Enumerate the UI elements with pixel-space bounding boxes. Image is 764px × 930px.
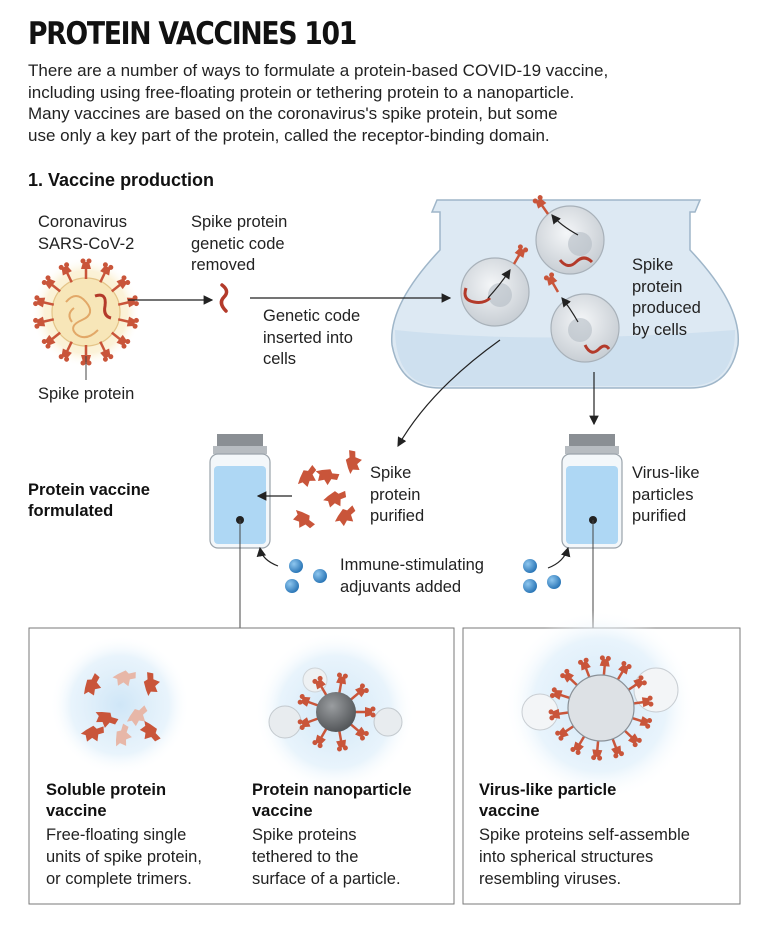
intro-line: including using free-floating protein or… [28,82,575,102]
label-line: by cells [632,320,688,339]
virus-label-line: SARS-CoV-2 [38,234,135,253]
panel-title-line: Soluble protein [46,781,167,799]
panel-description-line: or complete trimers. [46,870,192,888]
panel-description: Free-floating single units of spike prot… [46,824,246,890]
adjuvants-label: Immune-stimulating adjuvants added [340,555,484,598]
label-line: removed [191,256,256,274]
label-line: cells [263,350,297,368]
soluble-protein-illustration [50,635,190,775]
label-line: Spike [370,464,412,482]
label-line: inserted into [263,328,353,347]
panel-description-line: Spike proteins self-assemble [479,826,690,844]
genetic-code-inserted-label: Genetic code inserted into cells [263,306,360,371]
label-line: Genetic code [263,307,361,325]
panel-description-line: into spherical structures [479,848,654,866]
panel-title: Protein nanoparticle vaccine [252,780,452,822]
label-line: purified [370,507,425,525]
panel-description-line: Spike proteins [252,826,357,844]
adjuvants-left [285,559,327,593]
panel-description-line: Free-floating single [46,826,187,844]
spike-protein-label: Spike protein [38,385,135,403]
label-line: purified [632,507,687,525]
arrow-adjuvant-right [547,546,571,569]
culture-flask [390,199,740,389]
panel-description-line: tethered to the [252,848,359,866]
cell-2 [460,242,531,327]
virus-label-line: Coronavirus [38,213,127,231]
adjuvants-right [523,559,561,593]
label-line: Spike [632,256,674,274]
vial-vlp [561,434,623,628]
purified-spike-proteins [290,448,367,533]
label-line: Virus-like [632,464,700,482]
intro-line: use only a key part of the protein, call… [28,125,550,145]
spike-purified-label: Spike protein purified [370,463,424,528]
arrow-flask-to-spike [397,339,501,448]
cell-1 [530,192,605,275]
rna-fragment [219,283,229,313]
panel-description-line: surface of a particle. [252,870,401,888]
virus-label: Coronavirus SARS-CoV-2 [38,212,134,255]
arrow-adjuvant-left [256,546,279,567]
vial-protein-vaccine [209,434,271,628]
intro-text: There are a number of ways to formulate … [28,60,748,146]
intro-line: There are a number of ways to formulate … [28,61,609,80]
cell-3 [541,270,620,363]
panel-title: Soluble protein vaccine [46,780,246,822]
panel-vlp: Virus-like particle vaccine Spike protei… [479,780,734,890]
panel-description-line: resembling viruses. [479,870,622,888]
label-line: formulated [28,502,114,520]
panel-title-line: Protein nanoparticle [252,781,412,799]
genetic-code-removed-label: Spike protein genetic code removed [191,212,287,277]
panel-soluble-protein: Soluble protein vaccine Free-floating si… [46,780,246,890]
vlp-illustration [505,610,695,800]
panel-description: Spike proteins self-assemble into spheri… [479,824,734,890]
label-line: Protein vaccine [28,481,150,499]
label-line: produced [632,299,701,317]
intro-line: Many vaccines are based on the coronavir… [28,104,558,123]
panel-title-line: vaccine [46,802,107,820]
panel-title-line: vaccine [252,802,313,820]
protein-vaccine-formulated-label: Protein vaccine formulated [28,480,150,522]
vlp-purified-label: Virus-like particles purified [632,463,700,528]
label-line: protein [632,277,683,296]
panel-description: Spike proteins tethered to the surface o… [252,824,452,890]
panel-protein-box [28,627,455,905]
label-line: particles [632,485,694,504]
page-title: PROTEIN VACCINES 101 [28,16,357,52]
spike-produced-label: Spike protein produced by cells [632,255,701,341]
panel-title-line: vaccine [479,802,540,820]
panel-description-line: units of spike protein, [46,848,202,866]
coronavirus-illustration [31,257,141,367]
label-line: genetic code [191,234,285,253]
label-line: Spike protein [191,213,288,231]
section-title: 1. Vaccine production [28,170,215,190]
label-line: adjuvants added [340,577,462,596]
nanoparticle-illustration [255,632,415,792]
panel-title: Virus-like particle vaccine [479,780,734,822]
panel-title-line: Virus-like particle [479,781,617,799]
label-line: protein [370,485,421,504]
panel-nanoparticle: Protein nanoparticle vaccine Spike prote… [252,780,452,890]
label-line: Immune-stimulating [340,556,484,574]
